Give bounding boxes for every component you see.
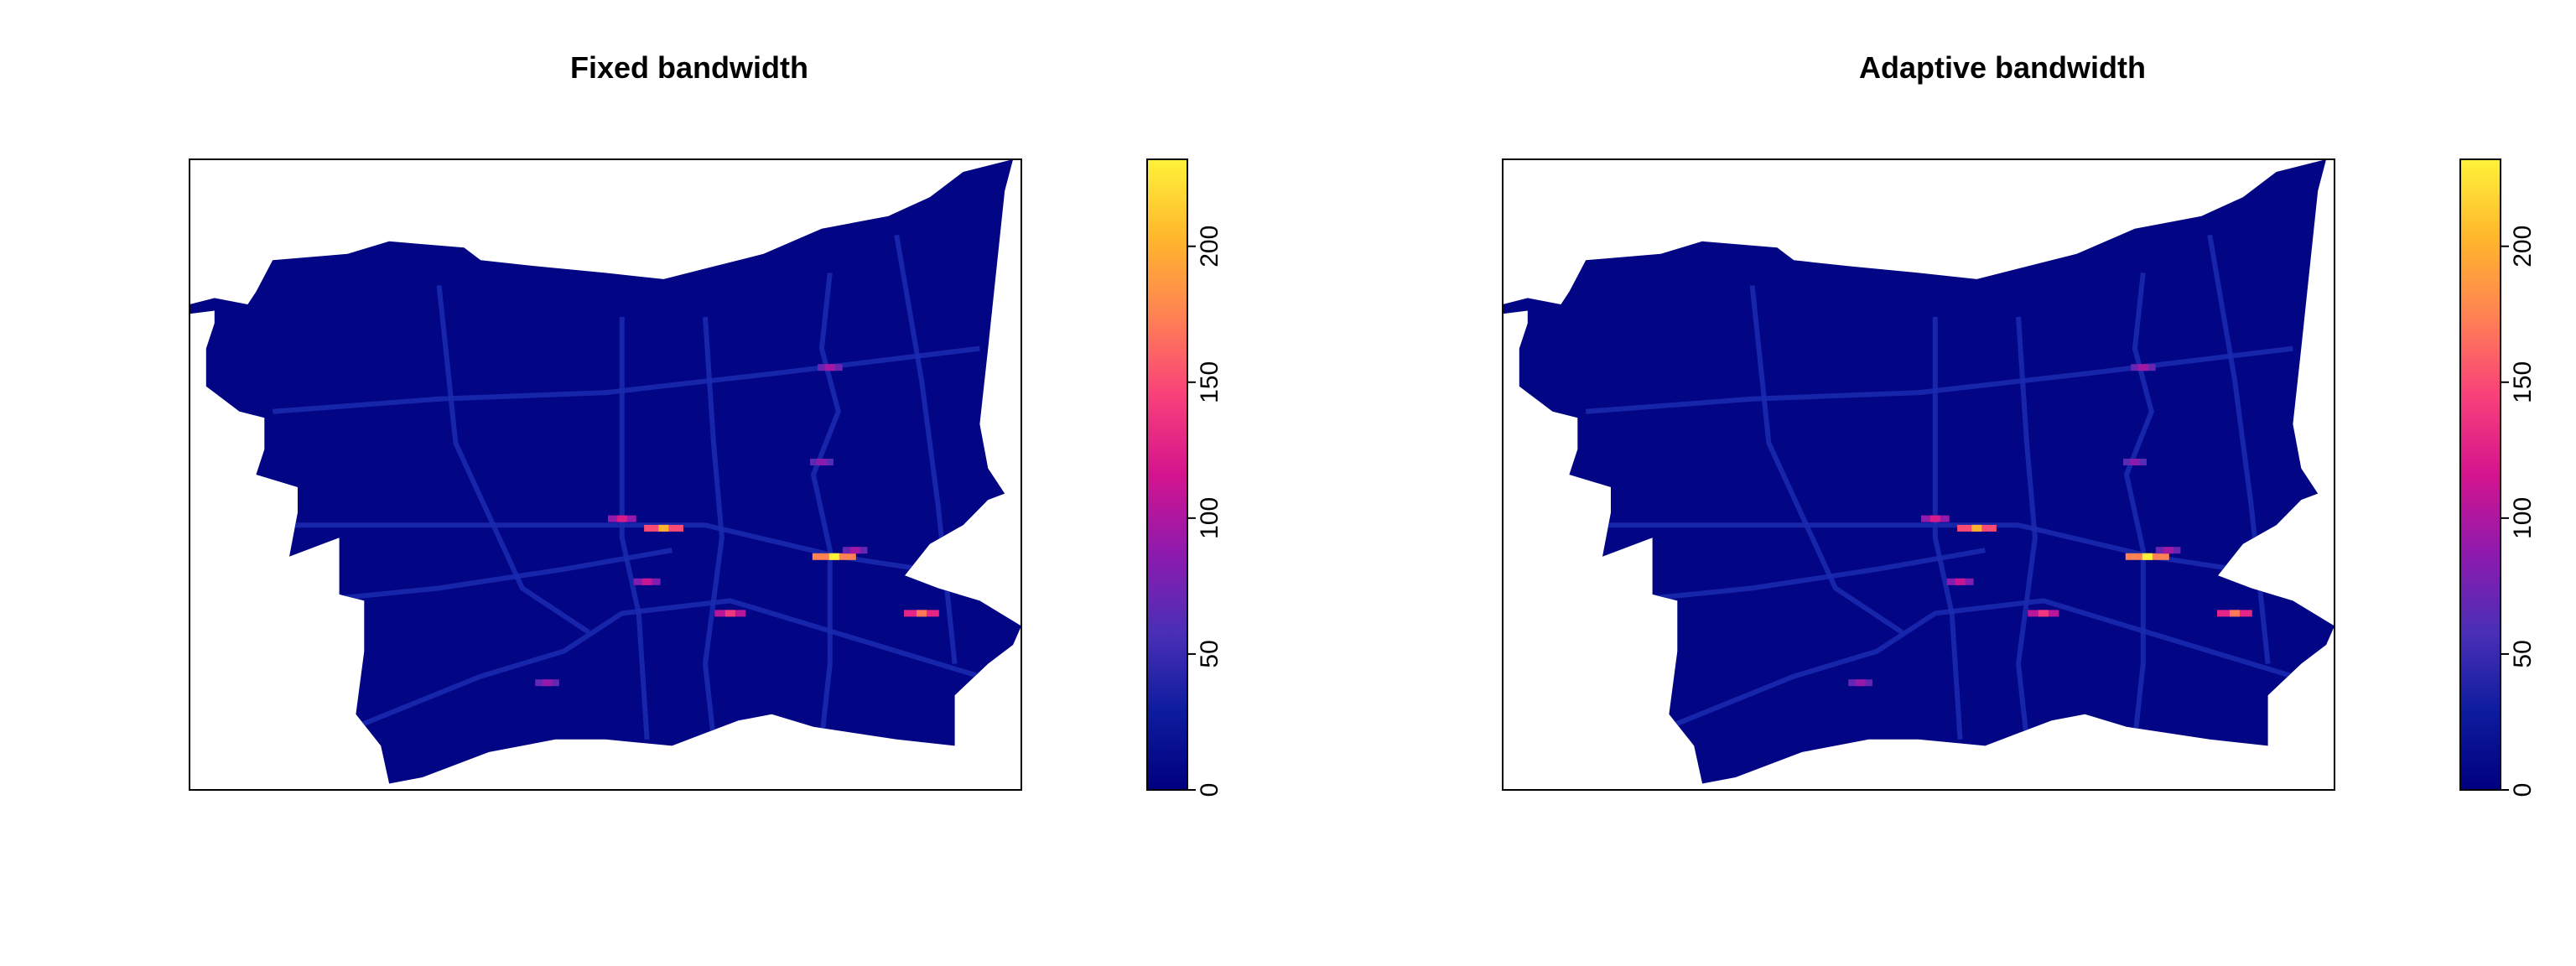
heatmap-hotspot	[1929, 515, 1940, 522]
heatmap-road-cells	[1668, 598, 2294, 730]
heatmap-background	[1503, 159, 2334, 784]
plot-frame	[1502, 158, 2335, 791]
heatmap-hotspot	[2163, 547, 2174, 554]
colorbar-tick-label: 50	[1196, 640, 1223, 667]
panel-fixed-bandwidth: Fixed bandwidth 0 50 100 150 200	[189, 50, 1223, 797]
heatmap-hotspot	[616, 515, 627, 522]
heatmap-hotspot	[849, 547, 860, 554]
colorbar-tick-label: 200	[2509, 226, 2537, 267]
heatmap-background	[190, 159, 1021, 784]
colorbar-tick-label: 0	[2509, 783, 2537, 797]
heatmap-hotspot	[542, 679, 553, 687]
heatmap-road-cells	[314, 548, 673, 604]
heatmap-road-cells	[436, 285, 590, 635]
heatmap-road-cells	[1932, 317, 1963, 740]
colorbar-tick-label: 50	[2509, 640, 2537, 667]
colorbar-scale	[2459, 158, 2501, 791]
colorbar-tick-label: 100	[1196, 497, 1223, 539]
heatmap-hotspot	[816, 459, 827, 465]
panel-adaptive-bandwidth: Adaptive bandwidth 0 50 100 150 200	[1502, 50, 2537, 797]
heatmap-road-cells	[355, 598, 981, 730]
heatmap-plot-area	[1503, 159, 2334, 784]
heatmap-hotspot	[917, 610, 927, 617]
heatmap-hotspot	[2137, 364, 2148, 371]
heatmap-hotspot	[824, 364, 835, 371]
heatmap-hotspot	[2142, 553, 2153, 560]
colorbar-tick-label: 0	[1196, 783, 1223, 797]
heatmap-hotspot	[828, 553, 839, 560]
heatmap-region	[1503, 159, 2334, 784]
heatmap-road-cells	[702, 316, 724, 740]
heatmap-road-cells	[1749, 285, 1903, 635]
heatmap-hotspot	[658, 524, 669, 532]
heatmap-hotspot	[2230, 610, 2240, 617]
panel-title: Fixed bandwidth	[570, 50, 808, 85]
colorbar-scale	[1146, 158, 1188, 791]
heatmap-hotspot	[1855, 679, 1866, 687]
heatmap-road-cells	[2015, 316, 2038, 740]
colorbar-tick-label: 100	[2509, 497, 2537, 539]
heatmap-hotspot	[724, 610, 735, 617]
colorbar: 0 50 100 150 200	[1146, 158, 1223, 797]
colorbar-tick-label: 150	[1196, 361, 1223, 403]
panel-title: Adaptive bandwidth	[1859, 50, 2146, 85]
heatmap-hotspot	[2038, 610, 2049, 617]
heatmap-road-cells	[1627, 548, 1986, 604]
heatmap-hotspot	[1971, 524, 1982, 532]
colorbar: 0 50 100 150 200	[2459, 158, 2537, 797]
colorbar-tick-label: 200	[1196, 226, 1223, 267]
plot-frame	[189, 158, 1022, 791]
heatmap-region	[190, 159, 1021, 784]
heatmap-road-cells	[2123, 273, 2154, 740]
heatmap-road-cells	[810, 273, 841, 740]
heatmap-road-cells	[619, 317, 650, 740]
heatmap-hotspot	[2129, 459, 2140, 465]
heatmap-plot-area	[190, 159, 1021, 784]
colorbar-tick-label: 150	[2509, 361, 2537, 403]
heatmap-hotspot	[641, 578, 652, 585]
heatmap-hotspot	[1955, 578, 1966, 585]
